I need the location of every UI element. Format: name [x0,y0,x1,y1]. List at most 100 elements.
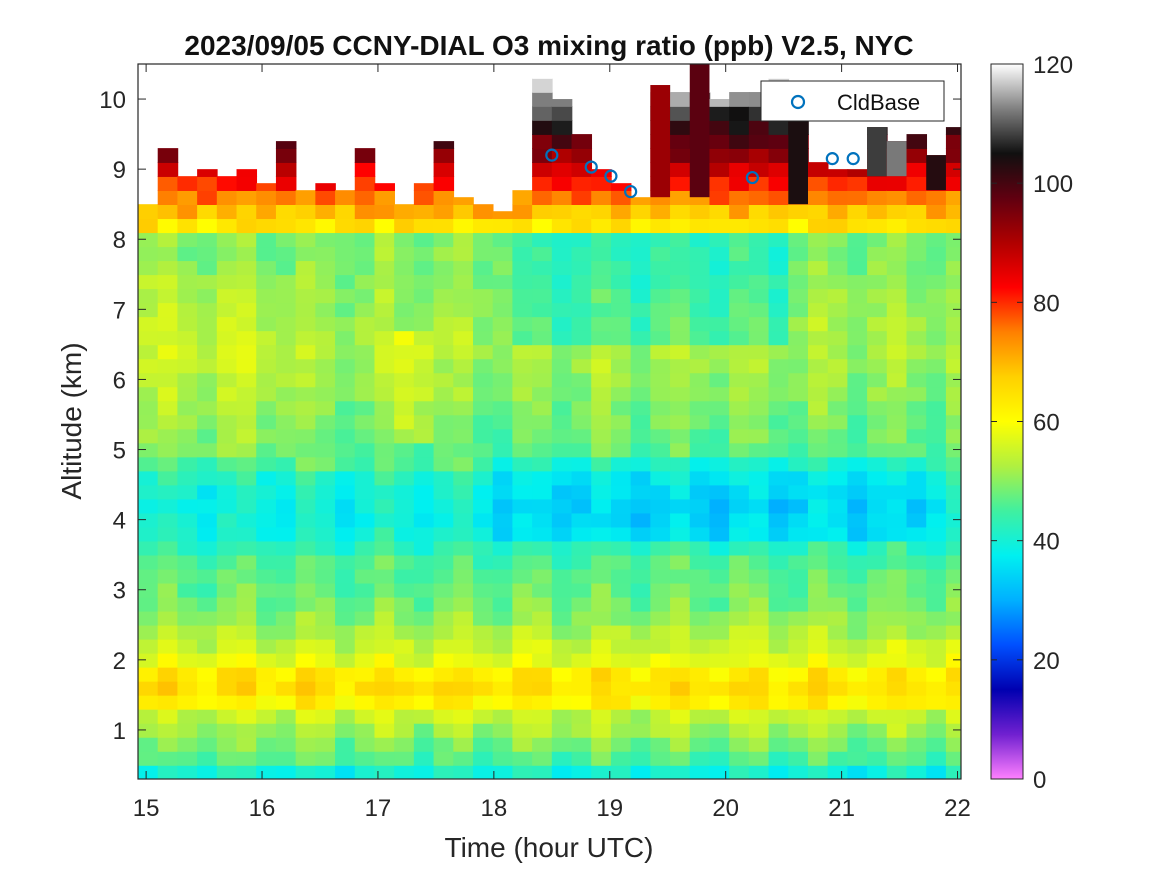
heatmap-cell [413,414,435,430]
heatmap-cell [591,512,612,528]
heatmap-cell [512,414,533,430]
heatmap-cell [610,680,632,696]
heatmap-cell [256,610,277,626]
heatmap-cell [295,344,317,360]
heatmap-cell [729,344,750,360]
heatmap-cell [886,722,908,738]
heatmap-cell [748,610,770,626]
heatmap-cell [177,316,198,332]
heatmap-cell [847,302,868,318]
heatmap-cell [138,400,159,416]
heatmap-cell [670,134,691,149]
heatmap-cell [709,540,730,556]
heatmap-cell [906,582,928,598]
heatmap-cell [906,484,928,500]
heatmap-cell [256,764,277,779]
heatmap-cell [473,484,494,500]
heatmap-cell [670,638,691,654]
heatmap-cell [788,680,809,696]
heatmap-cell [748,288,770,304]
heatmap-cell [709,358,730,374]
heatmap-cell [413,274,435,290]
heatmap-cell [886,442,908,458]
heatmap-cell [867,610,888,626]
heatmap-cell [807,568,829,584]
heatmap-cell [394,666,415,682]
heatmap-cell [551,484,573,500]
heatmap-cell [473,582,494,598]
heatmap-cell [827,204,849,220]
heatmap-cell [650,666,671,682]
heatmap-cell [295,428,317,444]
heatmap-cell [610,638,632,654]
heatmap-cell [571,750,593,766]
heatmap-cell [532,246,553,262]
heatmap-cell [748,246,770,262]
heatmap-cell [453,316,474,332]
heatmap-cell [354,722,376,738]
heatmap-cell [748,554,770,570]
heatmap-cell [236,246,258,262]
heatmap-cell [709,120,730,135]
heatmap-cell [591,232,612,248]
heatmap-cell [157,386,179,402]
heatmap-cell [512,638,533,654]
heatmap-cell [886,694,908,710]
heatmap-cell [453,204,474,220]
heatmap-cell [551,498,573,514]
heatmap-cell [945,344,961,360]
x-tick-label: 19 [596,795,623,822]
heatmap-cell [157,610,179,626]
heatmap-cell [413,638,435,654]
heatmap-cell [374,736,395,752]
heatmap-cell [551,428,573,444]
y-tick-label: 4 [113,508,126,535]
heatmap-cell [650,204,671,220]
heatmap-cell [788,456,809,472]
heatmap-cell [492,372,514,388]
heatmap-cell [394,764,415,779]
heatmap-cell [788,512,809,528]
heatmap-cell [473,680,494,696]
heatmap-cell [374,330,395,346]
plot-frame [137,63,962,780]
heatmap-cell [847,428,868,444]
heatmap-cell [945,127,961,135]
heatmap-cell [827,470,849,486]
heatmap-cell [748,764,770,779]
heatmap-cell [138,722,159,738]
heatmap-cell [591,274,612,290]
heatmap-cell [177,470,198,486]
heatmap-cell [216,456,238,472]
heatmap-cell [867,470,888,486]
heatmap-cell [670,190,691,205]
heatmap-cell [610,750,632,766]
heatmap-cell [413,568,435,584]
heatmap-cell [689,736,711,752]
heatmap-cell [512,260,533,276]
heatmap-cell [788,246,809,262]
heatmap-cell [315,526,336,542]
heatmap-cell [197,750,218,766]
heatmap-cell [827,372,849,388]
heatmap-cell [433,624,455,640]
heatmap-cell [473,400,494,416]
heatmap-cell [906,400,928,416]
heatmap-cell [670,666,691,682]
heatmap-cell [275,260,297,276]
heatmap-cell [748,666,770,682]
heatmap-cell [788,470,809,486]
heatmap-cell [473,764,494,779]
heatmap-cell [867,652,888,668]
heatmap-cell [532,694,553,710]
heatmap-cell [433,190,455,205]
heatmap-cell [492,456,514,472]
heatmap-cell [374,386,395,402]
y-axis-label: Altitude (km) [56,342,87,499]
heatmap-cell [413,372,435,388]
heatmap-cell [413,442,435,458]
heatmap-cell [807,652,829,668]
heatmap-cell [630,722,652,738]
heatmap-cell [335,540,356,556]
